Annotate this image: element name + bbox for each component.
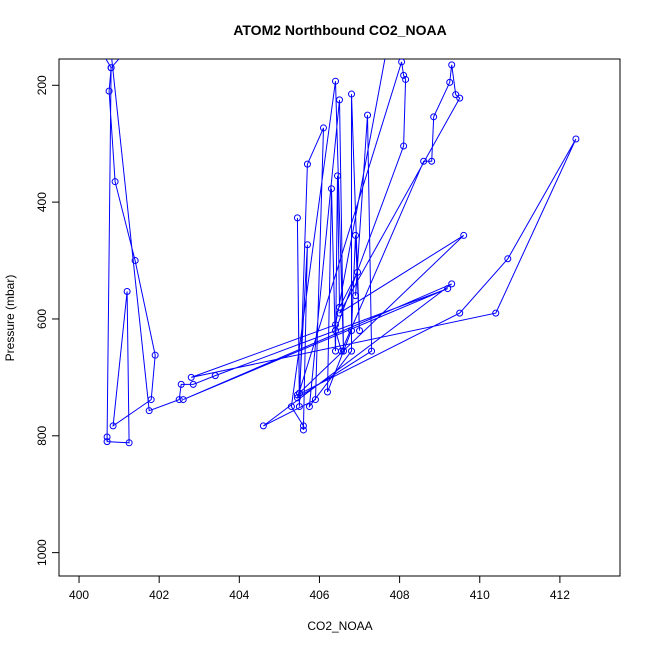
y-tick-label: 600 — [35, 309, 49, 329]
data-point — [446, 78, 454, 86]
data-point — [460, 231, 468, 239]
data-point — [368, 347, 376, 355]
data-point — [504, 255, 512, 263]
data-point — [340, 347, 348, 355]
data-point — [305, 403, 313, 411]
data-point — [327, 185, 335, 193]
data-point — [356, 327, 364, 335]
data-point — [348, 327, 356, 335]
x-axis-label: CO2_NOAA — [307, 619, 372, 633]
data-point — [430, 113, 438, 121]
data-point — [333, 172, 341, 180]
data-point — [303, 241, 311, 249]
data-point — [211, 372, 219, 380]
data-point — [177, 380, 185, 388]
x-tick-label: 402 — [149, 588, 169, 602]
y-tick-label: 1000 — [35, 539, 49, 566]
data-point — [336, 96, 343, 104]
data-point — [145, 407, 153, 415]
data-point — [179, 396, 187, 404]
y-axis: 200 400 600 800 1000 — [35, 75, 60, 566]
data-point — [147, 396, 155, 404]
data-point — [299, 422, 307, 430]
x-tick-label: 412 — [550, 588, 570, 602]
series-line — [105, 59, 577, 444]
data-point — [84, 24, 90, 30]
data-point — [175, 396, 183, 404]
data-point — [364, 111, 372, 119]
data-point — [109, 422, 117, 430]
data-point — [385, 41, 391, 47]
data-point — [323, 388, 331, 396]
data-point — [444, 285, 452, 293]
x-tick-label: 400 — [69, 588, 89, 602]
data-point — [331, 77, 339, 85]
data-point — [456, 309, 464, 317]
data-point — [151, 351, 159, 359]
data-point — [428, 157, 436, 165]
data-point — [111, 178, 119, 186]
data-point — [189, 380, 197, 388]
data-point — [293, 391, 301, 399]
plot-area — [84, 12, 580, 447]
data-point — [144, 24, 150, 30]
y-tick-label: 200 — [35, 75, 49, 95]
data-point — [295, 403, 303, 411]
data-point — [400, 142, 408, 150]
data-point — [402, 75, 410, 83]
data-point — [293, 394, 301, 402]
data-point — [348, 347, 356, 355]
data-point — [187, 373, 195, 381]
data-point — [293, 214, 301, 222]
data-point — [103, 433, 111, 441]
data-point — [319, 124, 327, 132]
data-point — [131, 257, 139, 265]
data-point — [303, 160, 311, 168]
data-point — [287, 403, 295, 411]
y-tick-label: 800 — [35, 425, 49, 445]
data-point — [572, 135, 580, 143]
data-point — [492, 309, 500, 317]
data-point — [452, 91, 460, 99]
data-point — [259, 422, 267, 430]
data-point — [105, 87, 113, 95]
data-point — [123, 288, 131, 296]
data-point — [336, 309, 343, 317]
data-point — [348, 90, 356, 98]
data-point — [103, 438, 111, 446]
x-tick-label: 406 — [309, 588, 329, 602]
data-point — [400, 71, 408, 79]
data-point — [448, 61, 456, 69]
chart-title: ATOM2 Northbound CO2_NOAA — [233, 22, 446, 38]
data-point — [299, 426, 307, 434]
data-point — [107, 64, 115, 72]
x-tick-label: 410 — [470, 588, 490, 602]
data-point — [398, 59, 406, 66]
data-point — [352, 231, 360, 239]
y-tick-label: 400 — [35, 192, 49, 212]
data-point — [331, 321, 339, 329]
y-axis-label: Pressure (mbar) — [3, 275, 17, 362]
data-point — [420, 157, 428, 165]
x-tick-label: 404 — [229, 588, 249, 602]
data-point — [338, 347, 346, 355]
data-point — [104, 12, 110, 18]
data-point — [311, 396, 319, 404]
x-axis: 400 402 404 406 408 410 412 — [69, 575, 570, 602]
plot-frame — [58, 58, 621, 577]
data-point — [448, 280, 456, 288]
data-point — [456, 94, 464, 102]
data-point — [352, 292, 360, 300]
x-tick-label: 408 — [390, 588, 410, 602]
data-point — [354, 268, 362, 276]
data-point — [295, 389, 303, 397]
data-point — [125, 439, 133, 447]
